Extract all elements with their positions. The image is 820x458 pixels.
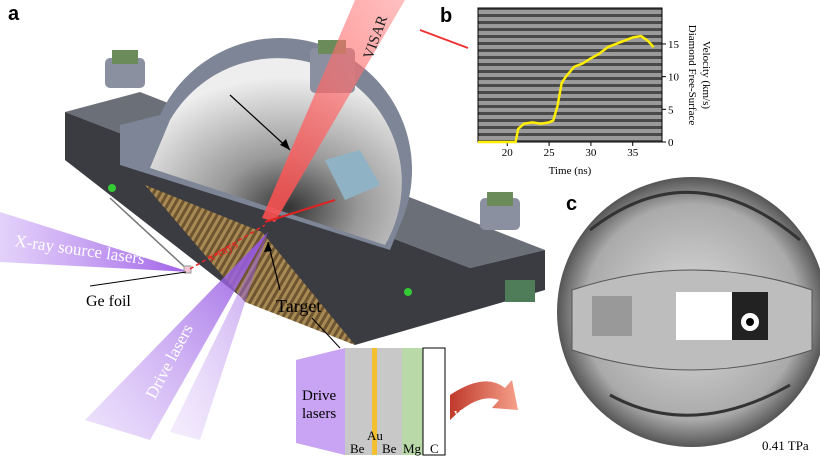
y-tick-label: 15 (668, 39, 680, 51)
indicator (108, 184, 116, 192)
leader-line (90, 272, 186, 286)
y-tick-label: 10 (668, 72, 680, 84)
block (505, 280, 535, 302)
apparatus (0, 0, 545, 440)
x-tick-label: 30 (585, 147, 597, 159)
y-tick-label: 0 (668, 137, 674, 149)
inset-drive-lasers: Drive (302, 388, 336, 404)
layer-label: Au (367, 428, 383, 443)
target-label: Target (276, 296, 321, 316)
layer-label: Be (350, 441, 365, 456)
x-tick-label: 25 (544, 147, 556, 159)
layer-c (423, 348, 445, 455)
figure: x-raydiffractiondata (0, 0, 820, 458)
layer-label: C (430, 441, 439, 456)
layer-label: Be (382, 441, 397, 456)
pressure-label: 0.41 TPa (762, 438, 809, 453)
layer-label: Mg (403, 441, 422, 456)
panel-label: c (566, 193, 577, 215)
y-axis-title: Velocity (km/s) (700, 41, 712, 109)
streak-image (478, 8, 662, 142)
y-tick-label: 5 (668, 104, 674, 116)
y-axis-title: Diamond Free-Surface (686, 25, 698, 126)
layer-mg (402, 348, 423, 455)
panel-label: b (440, 5, 452, 27)
indicator (404, 288, 412, 296)
x-tick-label: 20 (502, 147, 514, 159)
x-axis-title: Time (ns) (549, 165, 592, 177)
panel-label: a (8, 3, 20, 25)
x-tick-label: 35 (627, 147, 639, 159)
inset-drive-lasers: lasers (302, 406, 336, 422)
diffraction-image (557, 177, 820, 447)
ge-foil-label: Ge foil (86, 293, 131, 310)
connector (420, 30, 468, 48)
